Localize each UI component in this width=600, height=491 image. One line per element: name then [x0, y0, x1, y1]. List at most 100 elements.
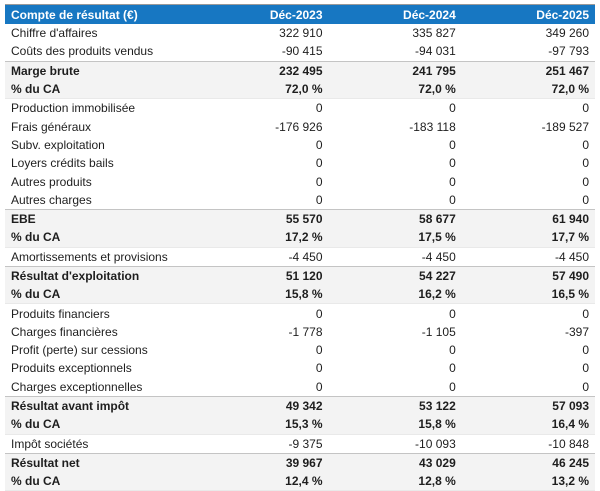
row-value: 0	[328, 377, 462, 397]
row-label: Amortissements et provisions	[5, 247, 196, 267]
row-value: 241 795	[328, 60, 462, 80]
row-label: EBE	[5, 208, 196, 229]
table-row: Produits exceptionnels 0 0 0	[5, 359, 595, 378]
table-row: Profit (perte) sur cessions 0 0 0	[5, 341, 595, 360]
table-row: Production immobilisée 0 0 0	[5, 98, 595, 118]
header-dec-2025: Déc-2025	[461, 4, 595, 24]
row-value: 49 342	[195, 395, 329, 416]
table-row: Produits financiers 0 0 0	[5, 303, 595, 323]
row-value: 0	[328, 190, 462, 210]
row-value: 17,2 %	[195, 228, 329, 248]
row-value: 0	[195, 377, 329, 397]
row-label: Charges exceptionnelles	[5, 377, 196, 397]
row-value: -397	[461, 322, 595, 342]
table-row: Résultat avant impôt 49 342 53 122 57 093	[5, 395, 595, 416]
row-value: -94 031	[328, 42, 462, 62]
table-row: EBE 55 570 58 677 61 940	[5, 208, 595, 229]
row-value: 12,8 %	[328, 472, 462, 491]
row-value: -10 848	[461, 434, 595, 454]
row-value: 72,0 %	[328, 79, 462, 100]
row-value: 57 093	[461, 395, 595, 416]
row-value: 0	[195, 303, 329, 323]
row-value: 58 677	[328, 208, 462, 229]
header-row: Compte de résultat (€) Déc-2023 Déc-2024…	[5, 4, 595, 24]
row-label: Produits financiers	[5, 303, 196, 323]
row-value: 0	[461, 341, 595, 360]
header-dec-2023: Déc-2023	[195, 4, 329, 24]
row-value: 39 967	[195, 452, 329, 473]
row-label: Résultat d'exploitation	[5, 265, 196, 286]
row-value: 0	[461, 359, 595, 378]
table-row: % du CA 15,3 % 15,8 % 16,4 %	[5, 415, 595, 435]
row-label: Charges financières	[5, 322, 196, 342]
row-value: 0	[328, 341, 462, 360]
row-value: 0	[328, 135, 462, 155]
row-label: Impôt sociétés	[5, 434, 196, 454]
row-label: Loyers crédits bails	[5, 154, 196, 173]
row-label: % du CA	[5, 79, 196, 100]
table-row: Impôt sociétés -9 375 -10 093 -10 848	[5, 434, 595, 454]
row-value: 12,4 %	[195, 472, 329, 491]
table-row: % du CA 15,8 % 16,2 % 16,5 %	[5, 285, 595, 305]
row-value: 0	[195, 172, 329, 191]
row-value: 251 467	[461, 60, 595, 80]
header-dec-2024: Déc-2024	[328, 4, 462, 24]
table-row: Loyers crédits bails 0 0 0	[5, 154, 595, 173]
table-row: Marge brute 232 495 241 795 251 467	[5, 60, 595, 80]
table-row: Amortissements et provisions -4 450 -4 450…	[5, 247, 595, 267]
row-value: 0	[195, 341, 329, 360]
table-row: Coûts des produits vendus -90 415 -94 031-…	[5, 42, 595, 62]
row-value: 0	[328, 154, 462, 173]
table-row: Frais généraux -176 926 -183 118 -189 527	[5, 117, 595, 136]
row-label: Autres produits	[5, 172, 196, 191]
table-row: Résultat d'exploitation 51 120 54 227 57 49…	[5, 265, 595, 286]
row-label: Résultat net	[5, 452, 196, 473]
row-value: 51 120	[195, 265, 329, 286]
row-label: % du CA	[5, 228, 196, 248]
row-label: % du CA	[5, 415, 196, 435]
row-value: 17,5 %	[328, 228, 462, 248]
row-value: 0	[461, 172, 595, 191]
row-label: % du CA	[5, 472, 196, 491]
row-value: 72,0 %	[195, 79, 329, 100]
row-label: % du CA	[5, 285, 196, 305]
row-value: 232 495	[195, 60, 329, 80]
row-value: 0	[461, 98, 595, 118]
row-label: Chiffre d'affaires	[5, 24, 196, 43]
row-value: 16,5 %	[461, 285, 595, 305]
table-body: Chiffre d'affaires 322 910 335 827 349 260 C…	[5, 24, 595, 491]
row-value: 0	[328, 359, 462, 378]
row-value: 17,7 %	[461, 228, 595, 248]
row-label: Produits exceptionnels	[5, 359, 196, 378]
row-value: 0	[195, 135, 329, 155]
table-header: Compte de résultat (€) Déc-2023 Déc-2024…	[5, 4, 595, 24]
row-value: 72,0 %	[461, 79, 595, 100]
row-value: 43 029	[328, 452, 462, 473]
row-label: Profit (perte) sur cessions	[5, 341, 196, 360]
row-value: -1 105	[328, 322, 462, 342]
row-label: Coûts des produits vendus	[5, 42, 196, 62]
row-value: 335 827	[328, 24, 462, 43]
row-value: 0	[195, 98, 329, 118]
row-value: 0	[461, 190, 595, 210]
row-label: Subv. exploitation	[5, 135, 196, 155]
row-value: 0	[195, 154, 329, 173]
table-row: % du CA 17,2 % 17,5 % 17,7 %	[5, 228, 595, 248]
table-row: Chiffre d'affaires 322 910 335 827 349 260	[5, 24, 595, 43]
row-value: -4 450	[195, 247, 329, 267]
row-value: 53 122	[328, 395, 462, 416]
row-value: 13,2 %	[461, 472, 595, 491]
row-value: -1 778	[195, 322, 329, 342]
row-value: 16,4 %	[461, 415, 595, 435]
row-value: 0	[195, 359, 329, 378]
row-value: 0	[461, 154, 595, 173]
row-value: 61 940	[461, 208, 595, 229]
row-value: 16,2 %	[328, 285, 462, 305]
row-value: 15,3 %	[195, 415, 329, 435]
table-row: Charges financières -1 778 -1 105 -397	[5, 322, 595, 342]
row-value: -176 926	[195, 117, 329, 136]
row-value: 0	[195, 190, 329, 210]
table-row: % du CA 72,0 % 72,0 % 72,0 %	[5, 79, 595, 100]
table-row: % du CA 12,4 % 12,8 % 13,2 %	[5, 472, 595, 491]
row-label: Production immobilisée	[5, 98, 196, 118]
